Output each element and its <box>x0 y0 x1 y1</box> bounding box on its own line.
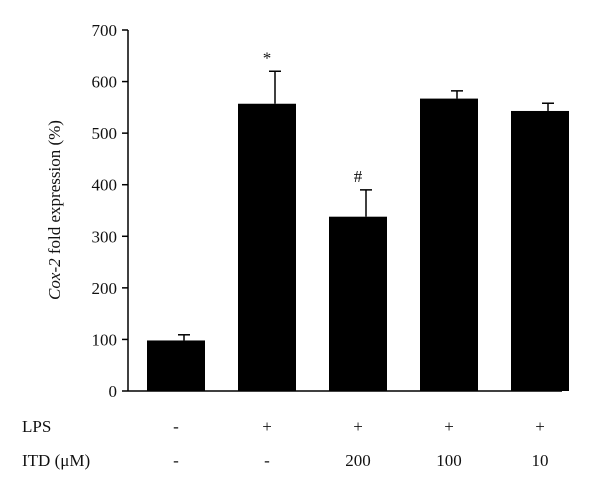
y-tick-label: 200 <box>92 279 118 298</box>
condition-value: + <box>444 417 454 436</box>
bar <box>147 340 205 391</box>
condition-row-label: LPS <box>22 417 51 436</box>
significance-marker: * <box>263 48 272 67</box>
y-tick-label: 300 <box>92 227 118 246</box>
y-tick-label: 0 <box>109 382 118 401</box>
condition-value: - <box>173 417 179 436</box>
bar <box>511 110 569 392</box>
bars-group: *# <box>147 48 569 392</box>
condition-value: + <box>262 417 272 436</box>
y-axis-label: Cox-2 fold expression (%) <box>45 120 64 300</box>
y-ticks: 0 100 200 300 400 500 600 700 <box>92 21 128 401</box>
axes-group <box>127 30 562 392</box>
bar <box>420 98 478 391</box>
y-axis-label-rest: fold expression (%) <box>45 120 64 258</box>
y-tick-label: 700 <box>92 21 118 40</box>
condition-value: + <box>353 417 363 436</box>
condition-row-label: ITD (μM) <box>22 451 90 470</box>
bar <box>329 216 387 391</box>
condition-value: + <box>535 417 545 436</box>
condition-value: - <box>264 451 270 470</box>
condition-value: 10 <box>532 451 549 470</box>
y-axis-label-italic: Cox-2 <box>45 258 64 300</box>
y-tick-label: 600 <box>92 73 118 92</box>
y-tick-label: 100 <box>92 330 118 349</box>
significance-marker: # <box>354 167 363 186</box>
condition-value: - <box>173 451 179 470</box>
y-tick-label: 500 <box>92 124 118 143</box>
condition-value: 200 <box>345 451 371 470</box>
y-tick-label: 400 <box>92 176 118 195</box>
condition-value: 100 <box>436 451 462 470</box>
bar <box>238 103 296 392</box>
condition-table: LPS - + + + + ITD (μM) - - 200 100 10 <box>22 417 549 470</box>
